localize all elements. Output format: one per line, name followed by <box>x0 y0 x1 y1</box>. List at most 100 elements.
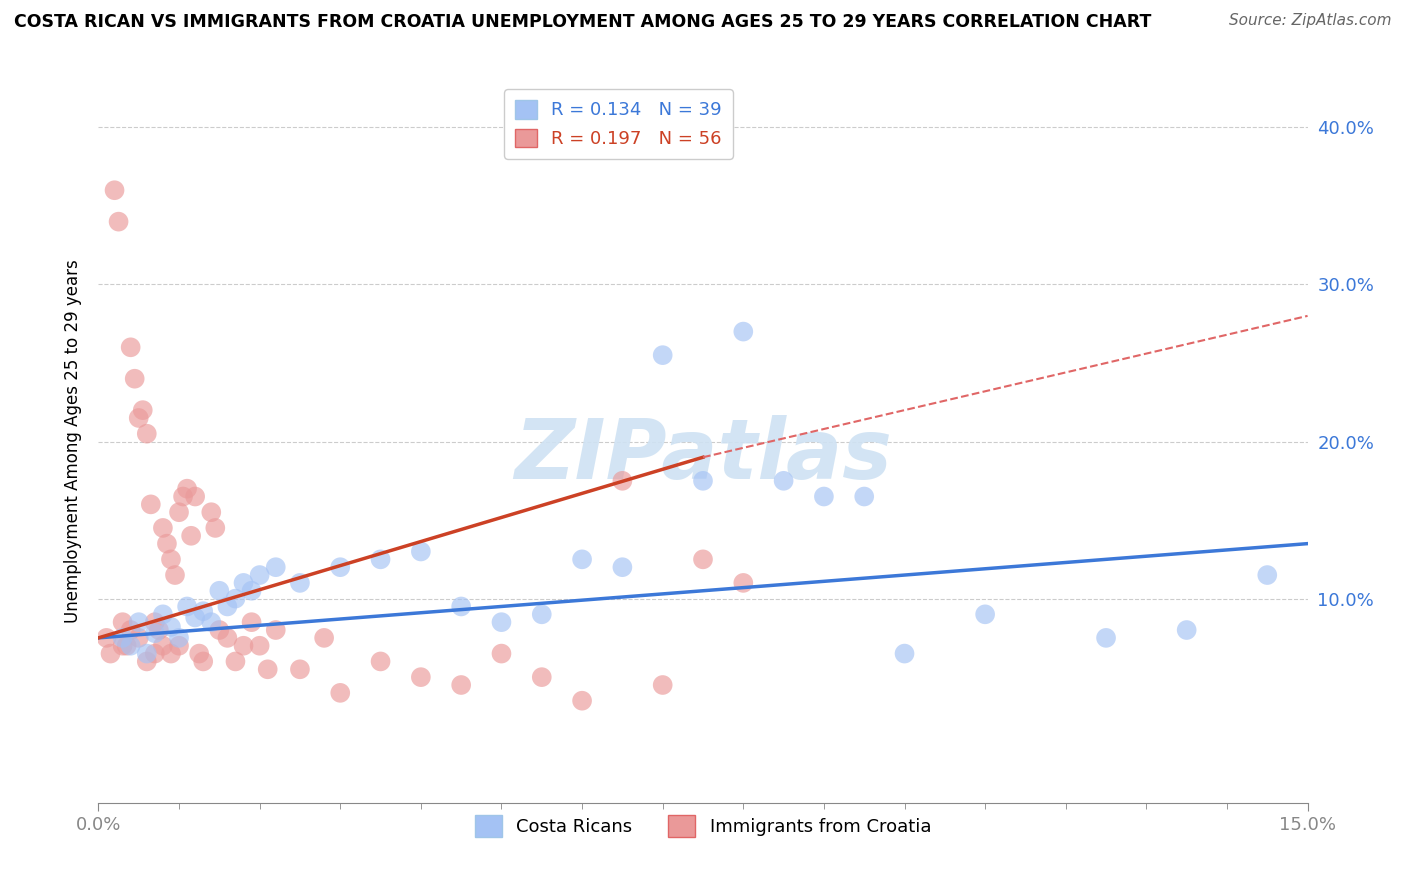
Point <box>530 670 553 684</box>
Point <box>240 583 263 598</box>
Point <box>111 639 134 653</box>
Point <box>152 639 174 653</box>
Point <box>193 604 215 618</box>
Point <box>813 490 835 504</box>
Point <box>651 678 673 692</box>
Point <box>370 655 392 669</box>
Point <box>288 575 311 590</box>
Legend: Costa Ricans, Immigrants from Croatia: Costa Ricans, Immigrants from Croatia <box>467 808 939 845</box>
Point <box>184 610 207 624</box>
Point <box>733 575 755 590</box>
Point <box>571 552 593 566</box>
Point <box>264 623 287 637</box>
Point <box>120 340 142 354</box>
Point <box>135 655 157 669</box>
Point <box>249 639 271 653</box>
Point <box>974 607 997 622</box>
Point <box>176 482 198 496</box>
Point <box>491 615 513 630</box>
Point <box>167 639 190 653</box>
Text: ZIPatlas: ZIPatlas <box>515 416 891 497</box>
Point <box>200 615 222 630</box>
Point <box>176 599 198 614</box>
Point <box>224 655 246 669</box>
Point <box>163 568 186 582</box>
Point <box>156 536 179 550</box>
Point <box>143 626 166 640</box>
Point <box>329 560 352 574</box>
Y-axis label: Unemployment Among Ages 25 to 29 years: Unemployment Among Ages 25 to 29 years <box>63 260 82 624</box>
Point <box>772 474 794 488</box>
Point <box>651 348 673 362</box>
Point <box>692 474 714 488</box>
Point <box>200 505 222 519</box>
Point <box>1256 568 1278 582</box>
Point <box>450 678 472 692</box>
Point <box>329 686 352 700</box>
Point <box>124 372 146 386</box>
Point <box>172 490 194 504</box>
Point <box>128 411 150 425</box>
Text: COSTA RICAN VS IMMIGRANTS FROM CROATIA UNEMPLOYMENT AMONG AGES 25 TO 29 YEARS CO: COSTA RICAN VS IMMIGRANTS FROM CROATIA U… <box>14 13 1152 31</box>
Point <box>409 670 432 684</box>
Point <box>120 623 142 637</box>
Point <box>107 214 129 228</box>
Point <box>232 639 254 653</box>
Point <box>143 615 166 630</box>
Point <box>152 521 174 535</box>
Point <box>204 521 226 535</box>
Point <box>1175 623 1198 637</box>
Point <box>120 639 142 653</box>
Point <box>160 647 183 661</box>
Point <box>612 560 634 574</box>
Point <box>152 607 174 622</box>
Point <box>184 490 207 504</box>
Point <box>224 591 246 606</box>
Text: Source: ZipAtlas.com: Source: ZipAtlas.com <box>1229 13 1392 29</box>
Point <box>143 647 166 661</box>
Point <box>571 694 593 708</box>
Point <box>160 552 183 566</box>
Point <box>180 529 202 543</box>
Point <box>217 599 239 614</box>
Point <box>314 631 336 645</box>
Point <box>132 403 155 417</box>
Point <box>128 631 150 645</box>
Point <box>167 505 190 519</box>
Point <box>217 631 239 645</box>
Point <box>530 607 553 622</box>
Point <box>193 655 215 669</box>
Point <box>208 583 231 598</box>
Point <box>1095 631 1118 645</box>
Point <box>111 631 134 645</box>
Point <box>232 575 254 590</box>
Point <box>135 426 157 441</box>
Point <box>240 615 263 630</box>
Point <box>103 183 125 197</box>
Point <box>128 615 150 630</box>
Point <box>256 662 278 676</box>
Point <box>450 599 472 614</box>
Point <box>188 647 211 661</box>
Point <box>733 325 755 339</box>
Point <box>208 623 231 637</box>
Point <box>111 615 134 630</box>
Point <box>612 474 634 488</box>
Point <box>100 647 122 661</box>
Point <box>139 497 162 511</box>
Point <box>491 647 513 661</box>
Point <box>409 544 432 558</box>
Point <box>115 639 138 653</box>
Point <box>692 552 714 566</box>
Point <box>167 631 190 645</box>
Point <box>135 647 157 661</box>
Point <box>893 647 915 661</box>
Point <box>148 623 170 637</box>
Point <box>853 490 876 504</box>
Point <box>249 568 271 582</box>
Point <box>288 662 311 676</box>
Point <box>160 620 183 634</box>
Point <box>96 631 118 645</box>
Point <box>264 560 287 574</box>
Point <box>370 552 392 566</box>
